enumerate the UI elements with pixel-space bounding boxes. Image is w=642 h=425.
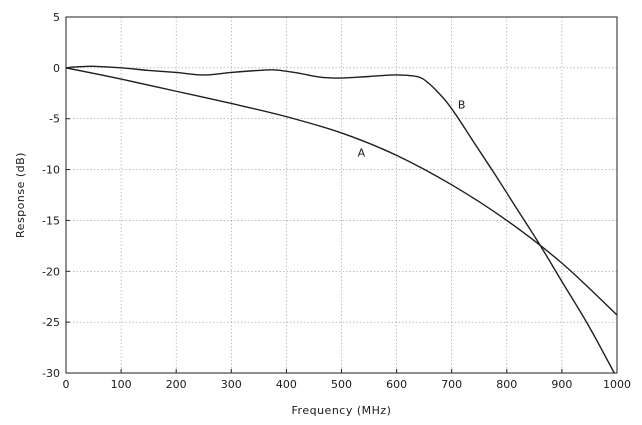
- y-tick-label: -15: [42, 214, 60, 227]
- axis-ticks: 0 100 200 300 400 500 600 700 800 900 1000 5 0 -5 -10 -…: [42, 11, 631, 391]
- y-axis-title: Response (dB): [14, 152, 27, 238]
- series-line-a: [66, 67, 617, 316]
- y-tick-label: -25: [42, 316, 60, 329]
- x-tick-label: 800: [496, 378, 517, 391]
- x-tick-label: 300: [221, 378, 242, 391]
- series-lines: [66, 65, 617, 373]
- curve-label-a: A: [358, 146, 366, 159]
- x-tick-label: 100: [111, 378, 132, 391]
- y-tick-label: -20: [42, 265, 60, 278]
- x-tick-label: 400: [276, 378, 297, 391]
- series-line-b: [66, 65, 616, 373]
- curve-labels: AB: [358, 99, 466, 160]
- curve-label-b: B: [458, 99, 466, 112]
- y-tick-label: 0: [53, 62, 60, 75]
- x-tick-label: 1000: [603, 378, 631, 391]
- y-tick-label: -10: [42, 164, 60, 177]
- y-tick-label: 5: [53, 11, 60, 24]
- x-tick-label: 200: [166, 378, 187, 391]
- x-tick-label: 0: [63, 378, 70, 391]
- x-tick-label: 900: [551, 378, 572, 391]
- x-tick-label: 600: [386, 378, 407, 391]
- y-tick-label: -30: [42, 367, 60, 380]
- x-axis-title: Frequency (MHz): [292, 404, 392, 417]
- y-tick-label: -5: [49, 113, 60, 126]
- x-tick-label: 700: [441, 378, 462, 391]
- x-tick-label: 500: [331, 378, 352, 391]
